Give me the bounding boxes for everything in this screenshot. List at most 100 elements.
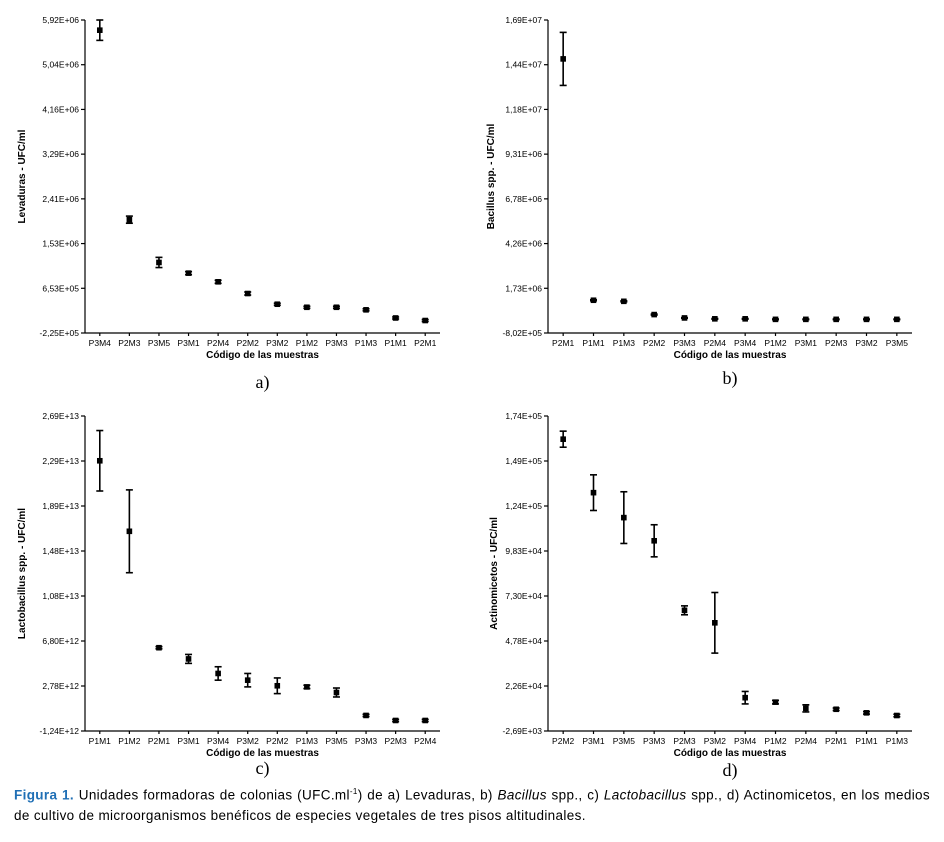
x-tick-label: P3M1 [795,338,817,348]
data-point [244,290,251,297]
y-tick-label: 1,49E+05 [505,456,542,466]
x-axis-title: Código de las muestras [674,350,787,361]
data-point [621,514,627,521]
y-tick-label: 1,24E+05 [505,501,542,511]
caption-part-4: spp., d) Actinomicetos, en los medios de… [14,787,931,823]
y-tick-label: 2,29E+13 [42,456,79,466]
y-tick-label: -1,24E+12 [40,726,80,736]
y-tick-label: 1,69E+07 [505,15,542,25]
x-tick-label: P3M4 [734,736,756,746]
x-tick-label: P1M1 [89,736,111,746]
x-tick-label: P3M5 [148,338,170,348]
data-point [863,710,870,716]
data-point [363,307,369,313]
data-point [560,436,566,442]
y-axis-title: Bacillus spp. - UFC/ml [486,123,497,229]
x-tick-label: P3M4 [207,736,229,746]
x-tick-label: P3M3 [673,338,695,348]
data-point [833,706,839,713]
data-point [274,301,281,308]
x-tick-label: P2M3 [825,338,847,348]
x-axis-title: Código de las muestras [206,748,319,759]
panel-label: c) [256,758,270,779]
x-tick-label: P3M5 [325,736,347,746]
x-tick-label: P2M4 [207,338,229,348]
x-tick-label: P3M1 [582,736,604,746]
y-axis-title: Lactobacillus spp. - UFC/ml [17,508,28,639]
x-tick-label: P3M3 [325,338,347,348]
chart-panel-d: -2,69E+03 2,26E+04 4,78E+04 7,30E+04 9,83E+0… [489,411,912,780]
x-tick-label: P3M1 [177,338,199,348]
x-tick-label: P2M1 [825,736,847,746]
panel-label: b) [723,368,738,389]
panel-label: d) [723,760,738,780]
data-point [392,717,399,724]
x-tick-label: P3M2 [855,338,877,348]
figure-caption: Figura 1. Unidades formadoras de colonia… [14,782,930,826]
x-tick-label: P3M5 [613,736,635,746]
x-tick-label: P2M3 [118,338,140,348]
x-tick-label: P2M4 [795,736,817,746]
data-point [304,684,310,690]
data-point [156,259,162,266]
y-tick-label: 5,04E+06 [42,60,79,70]
y-axis-title: Levaduras - UFC/ml [17,129,28,223]
x-tick-label: P3M4 [89,338,111,348]
x-tick-label: P1M2 [764,736,786,746]
y-axis-title: Actinomicetos - UFC/ml [489,517,500,630]
data-point [833,316,839,323]
x-tick-label: P1M1 [385,338,407,348]
data-point [244,677,251,683]
data-point [651,537,657,544]
x-axis-title: Código de las muestras [674,748,787,759]
y-tick-label: 1,74E+05 [505,411,542,421]
x-tick-label: P3M3 [355,736,377,746]
x-tick-label: P2M4 [414,736,436,746]
x-tick-label: P2M1 [148,736,170,746]
data-point [274,682,281,689]
data-point [422,317,429,324]
data-point [681,315,688,321]
y-tick-label: 9,31E+06 [505,149,542,159]
y-tick-label: 5,92E+06 [42,15,79,25]
data-point [392,315,399,321]
x-tick-label: P2M2 [266,736,288,746]
data-point [126,528,133,535]
y-tick-label: 9,83E+04 [505,546,542,556]
data-point [863,316,870,323]
data-point [772,699,779,705]
caption-part-3: spp., c) [546,787,604,803]
y-tick-label: 1,44E+07 [505,60,542,70]
x-tick-label: P1M2 [296,338,318,348]
x-tick-label: P2M1 [414,338,436,348]
caption-part-2: ) de a) Levaduras, b) [357,787,498,803]
x-tick-label: P1M2 [118,736,140,746]
chart-panel-a: -2,25E+05 6,53E+05 1,53E+06 2,41E+06 3,29E+0… [17,15,440,393]
y-tick-label: 4,78E+04 [505,636,542,646]
x-tick-label: P1M3 [613,338,635,348]
data-point [185,270,192,276]
x-tick-label: P3M2 [704,736,726,746]
chart-panel-c: -1,24E+12 2,78E+12 6,80E+12 1,08E+13 1,48E+1… [17,411,440,779]
data-point [333,689,340,696]
data-point [651,311,657,318]
chart-panel-b: -8,02E+05 1,73E+06 4,26E+06 6,78E+06 9,31E+0… [486,15,912,389]
y-tick-label: 2,41E+06 [42,194,79,204]
data-point [422,717,429,724]
y-tick-label: 6,80E+12 [42,636,79,646]
x-tick-label: P2M3 [673,736,695,746]
y-tick-label: 1,08E+13 [42,591,79,601]
data-point [712,620,718,626]
x-tick-label: P3M5 [886,338,908,348]
x-tick-label: P2M4 [704,338,726,348]
caption-lead: Figura 1. [14,787,75,803]
data-point [96,457,103,464]
x-tick-label: P1M3 [886,736,908,746]
x-tick-label: P3M4 [734,338,756,348]
data-point [803,316,809,323]
data-point [304,304,310,311]
x-tick-label: P2M2 [237,338,259,348]
data-point [560,56,566,62]
data-point [156,644,162,651]
y-tick-label: 1,89E+13 [42,501,79,511]
